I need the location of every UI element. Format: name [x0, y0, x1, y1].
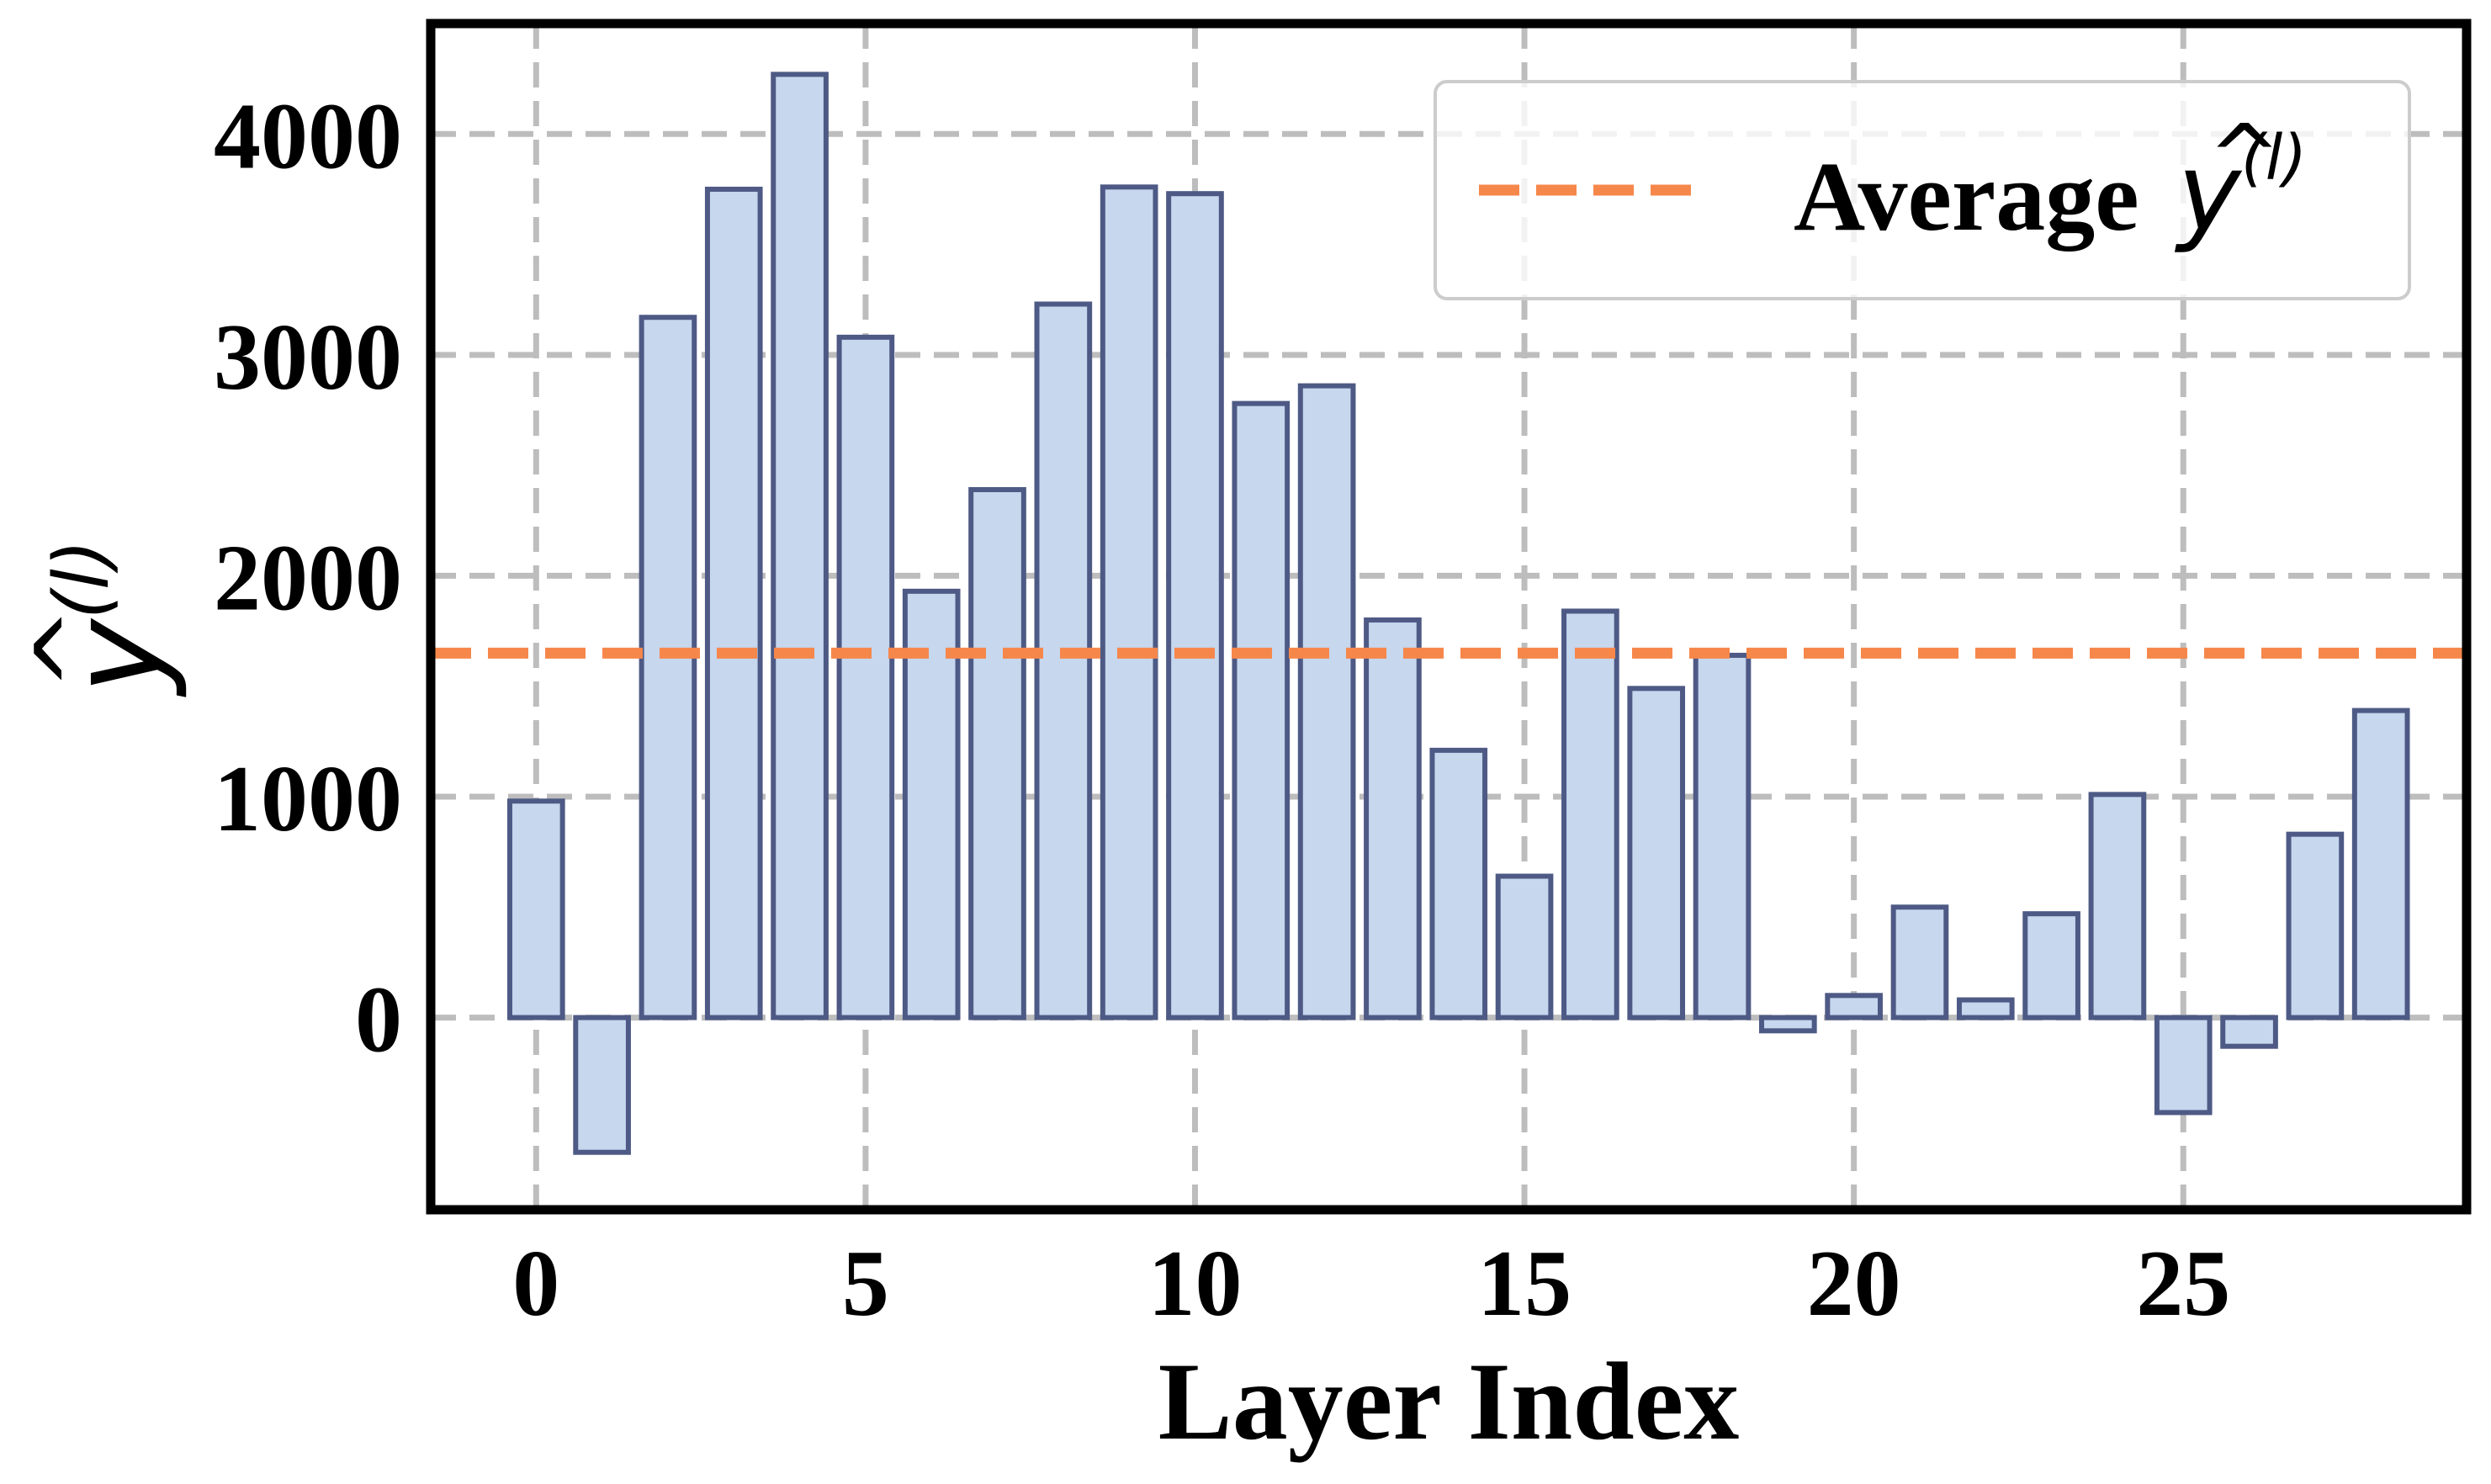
x-tick-label: 15	[1477, 1232, 1571, 1336]
bar-layer-23	[2022, 911, 2080, 1020]
bar-layer-10	[1166, 191, 1224, 1020]
bar-layer-2	[639, 315, 697, 1020]
x-tick-label: 20	[1807, 1232, 1901, 1336]
legend-label-hat: ^	[2207, 105, 2281, 208]
bar-layer-26	[2220, 1015, 2278, 1049]
plot-frame	[426, 19, 2472, 1215]
bars	[506, 72, 2410, 1155]
bar-layer-1	[573, 1015, 631, 1155]
legend-box	[1434, 80, 2411, 300]
y-axis-title-hat: ^	[15, 607, 132, 692]
y-tick-label: 2000	[214, 526, 402, 630]
bar-layer-15	[1495, 873, 1554, 1020]
y-tick-label: 1000	[214, 747, 402, 851]
bar-layer-5	[836, 334, 895, 1020]
bar-layer-28	[2351, 708, 2410, 1020]
legend-label-average: Average	[1794, 141, 2139, 252]
x-axis-title: Layer Index	[1158, 1339, 1740, 1463]
legend: Average y(l) ^	[1434, 80, 2411, 300]
bar-layer-0	[506, 798, 565, 1020]
bar-layer-20	[1825, 993, 1883, 1020]
svg-text:Average y(l): Average y(l)	[1794, 122, 2307, 256]
bar-layer-24	[2088, 792, 2147, 1020]
bar-layer-7	[968, 487, 1026, 1020]
bar-layer-14	[1429, 747, 1488, 1020]
y-tick-labels: 0 1000 2000 3000 4000	[214, 84, 402, 1072]
y-tick-label: 0	[355, 968, 402, 1073]
bar-layer-18	[1693, 652, 1752, 1020]
bar-layer-3	[704, 186, 763, 1020]
bar-layer-6	[902, 588, 961, 1020]
legend-label-superscript: (l)	[2241, 122, 2307, 194]
bar-layer-16	[1561, 608, 1619, 1020]
bar-layer-4	[771, 72, 829, 1020]
svg-text:y(l): y(l)	[38, 539, 190, 697]
bar-layer-17	[1627, 686, 1686, 1020]
legend-label-symbol: y	[2174, 130, 2243, 256]
x-tick-label: 0	[512, 1232, 559, 1336]
bar-layer-13	[1364, 617, 1422, 1020]
bar-layer-12	[1297, 383, 1356, 1020]
y-axis-title-symbol: y	[44, 617, 190, 697]
bar-layer-25	[2154, 1015, 2213, 1116]
x-tick-labels: 0 5 10 15 20 25	[512, 1232, 2230, 1336]
x-tick-label: 25	[2136, 1232, 2230, 1336]
x-tick-label: 5	[842, 1232, 889, 1336]
bar-layer-11	[1232, 400, 1291, 1020]
bar-layer-9	[1100, 184, 1158, 1020]
bar-layer-22	[1956, 997, 2015, 1020]
bar-layer-27	[2286, 831, 2345, 1020]
bar-layer-8	[1034, 301, 1093, 1020]
y-tick-label: 4000	[214, 84, 402, 188]
y-axis-title: y(l) ^	[15, 539, 190, 697]
x-tick-label: 10	[1147, 1232, 1242, 1336]
bar-layer-19	[1759, 1015, 1817, 1034]
bar-layer-21	[1890, 904, 1949, 1020]
y-tick-label: 3000	[214, 305, 402, 410]
y-axis-title-superscript: (l)	[38, 539, 126, 619]
